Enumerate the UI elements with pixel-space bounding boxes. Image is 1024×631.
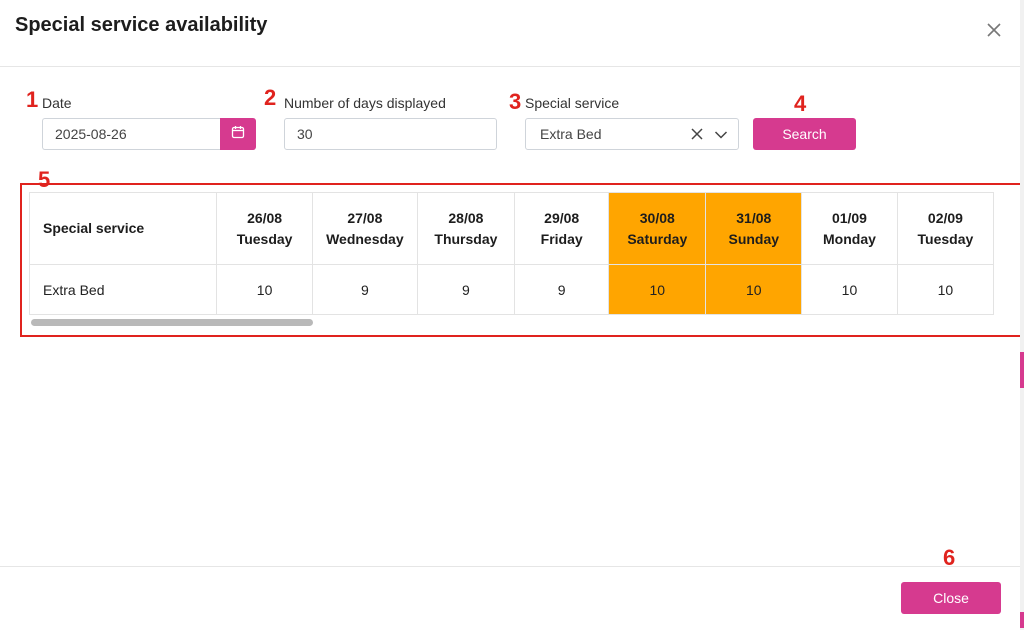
service-label: Special service xyxy=(525,95,620,111)
dialog-title: Special service availability xyxy=(15,14,268,36)
days-label: Number of days displayed xyxy=(284,95,446,111)
service-select[interactable]: Extra Bed xyxy=(525,118,739,150)
step-marker-6: 6 xyxy=(943,545,956,570)
date-column-header: 02/09 Tuesday xyxy=(896,192,994,265)
date-column-header: 01/09 Monday xyxy=(801,192,898,265)
calendar-button[interactable] xyxy=(220,118,256,150)
step-marker-2: 2 xyxy=(264,85,277,110)
service-column-header: Special service xyxy=(29,192,218,265)
background-accent-mark xyxy=(1020,352,1024,388)
column-date: 29/08 xyxy=(544,209,580,226)
availability-cell: 10 xyxy=(216,264,314,315)
column-day: Saturday xyxy=(627,230,688,247)
column-date: 31/08 xyxy=(736,209,772,226)
column-date: 26/08 xyxy=(247,209,283,226)
column-date: 30/08 xyxy=(639,209,675,226)
step-marker-5: 5 xyxy=(38,167,51,192)
dialog-footer: Close xyxy=(0,566,1020,631)
close-button[interactable]: Close xyxy=(901,582,1001,614)
availability-cell: 9 xyxy=(312,264,418,315)
column-day: Thursday xyxy=(434,230,498,247)
dialog-header: Special service availability xyxy=(0,0,1020,67)
date-label: Date xyxy=(42,95,72,111)
step-marker-3: 3 xyxy=(509,89,522,114)
availability-cell: 10 xyxy=(705,264,803,315)
availability-table: Special service 26/08 Tuesday 27/08 Wednes… xyxy=(29,192,994,315)
date-column-header: 26/08 Tuesday xyxy=(216,192,314,265)
calendar-icon xyxy=(231,125,245,144)
availability-cell: 9 xyxy=(416,264,516,315)
background-accent-mark xyxy=(1020,612,1024,628)
scrollbar-thumb[interactable] xyxy=(31,319,313,326)
date-column-header: 29/08 Friday xyxy=(514,192,610,265)
availability-table-container: Special service 26/08 Tuesday 27/08 Wednes… xyxy=(29,192,994,316)
clear-icon[interactable] xyxy=(690,127,704,141)
column-day: Friday xyxy=(540,230,583,247)
date-input[interactable]: 2025-08-26 xyxy=(42,118,222,150)
step-marker-4: 4 xyxy=(794,91,807,116)
column-day: Tuesday xyxy=(236,230,293,247)
column-date: 01/09 xyxy=(831,209,867,226)
background-page-edge xyxy=(1020,0,1024,630)
search-button[interactable]: Search xyxy=(753,118,856,150)
chevron-down-icon[interactable] xyxy=(714,128,728,140)
column-date: 02/09 xyxy=(927,209,963,226)
date-column-header: 28/08 Thursday xyxy=(416,192,516,265)
days-input[interactable]: 30 xyxy=(284,118,497,150)
availability-cell: 9 xyxy=(514,264,610,315)
column-day: Tuesday xyxy=(917,230,974,247)
column-day: Wednesday xyxy=(326,230,404,247)
close-icon[interactable] xyxy=(984,20,1004,40)
column-date: 28/08 xyxy=(448,209,484,226)
table-header-row: Special service 26/08 Tuesday 27/08 Wednes… xyxy=(29,192,994,265)
row-service-name: Extra Bed xyxy=(29,264,218,315)
column-day: Monday xyxy=(823,230,876,247)
column-day: Sunday xyxy=(728,230,780,247)
step-marker-1: 1 xyxy=(26,87,39,112)
availability-cell: 10 xyxy=(896,264,994,315)
weekend-column-header: 31/08 Sunday xyxy=(705,192,803,265)
date-column-header: 27/08 Wednesday xyxy=(312,192,418,265)
column-date: 27/08 xyxy=(347,209,383,226)
availability-cell: 10 xyxy=(801,264,898,315)
availability-cell: 10 xyxy=(608,264,707,315)
table-row: Extra Bed 10 9 9 9 10 10 10 10 xyxy=(29,264,994,315)
weekend-column-header: 30/08 Saturday xyxy=(608,192,707,265)
